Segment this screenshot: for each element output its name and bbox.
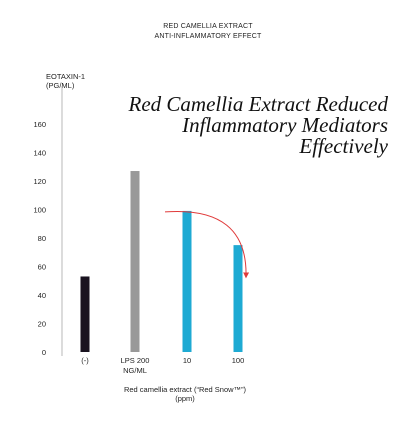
x-axis-caption: Red camellia extract (“Red Snow™”) (ppm) bbox=[60, 385, 310, 403]
bar bbox=[233, 245, 243, 352]
y-tick-label: 80 bbox=[38, 234, 46, 243]
x-tick-label: 10 bbox=[183, 356, 191, 365]
y-axis-label: EOTAXIN-1 (PG/ML) bbox=[46, 72, 85, 90]
x-tick-label-line-2: NG/ML bbox=[123, 366, 147, 375]
chart-headline: Red Camellia Extract Reduced Inflammator… bbox=[129, 94, 389, 157]
y-tick-label: 20 bbox=[38, 320, 46, 329]
reduction-arrow bbox=[164, 210, 250, 279]
bar bbox=[80, 276, 90, 352]
header-line-2: ANTI-INFLAMMATORY EFFECT bbox=[154, 33, 262, 40]
x-axis-caption-line-2: (ppm) bbox=[175, 394, 195, 403]
bar bbox=[130, 171, 140, 352]
y-tick-label: 60 bbox=[38, 263, 46, 272]
headline-line-1: Red Camellia Extract Reduced bbox=[128, 92, 389, 116]
headline-line-3: Effectively bbox=[299, 134, 388, 158]
x-tick-label: LPS 200 bbox=[121, 356, 150, 365]
y-axis-label-line-2: (PG/ML) bbox=[46, 81, 75, 90]
headline-line-2: Inflammatory Mediators bbox=[182, 113, 388, 137]
bar bbox=[182, 210, 192, 352]
y-tick-label: 160 bbox=[33, 120, 46, 129]
y-tick-label: 100 bbox=[33, 206, 46, 215]
x-tick-label: 100 bbox=[232, 356, 245, 365]
y-tick-label: 120 bbox=[33, 177, 46, 186]
x-axis-caption-line-1: Red camellia extract (“Red Snow™”) bbox=[123, 385, 247, 394]
y-tick-label: 140 bbox=[33, 149, 46, 158]
header-line-1: RED CAMELLIA EXTRACT bbox=[163, 23, 253, 30]
y-tick-label: 0 bbox=[42, 348, 46, 357]
y-tick-label: 40 bbox=[38, 291, 46, 300]
chart-header: RED CAMELLIA EXTRACT ANTI-INFLAMMATORY E… bbox=[0, 22, 416, 42]
x-tick-label: (-) bbox=[81, 356, 89, 365]
y-axis-label-line-1: EOTAXIN-1 bbox=[46, 72, 86, 81]
